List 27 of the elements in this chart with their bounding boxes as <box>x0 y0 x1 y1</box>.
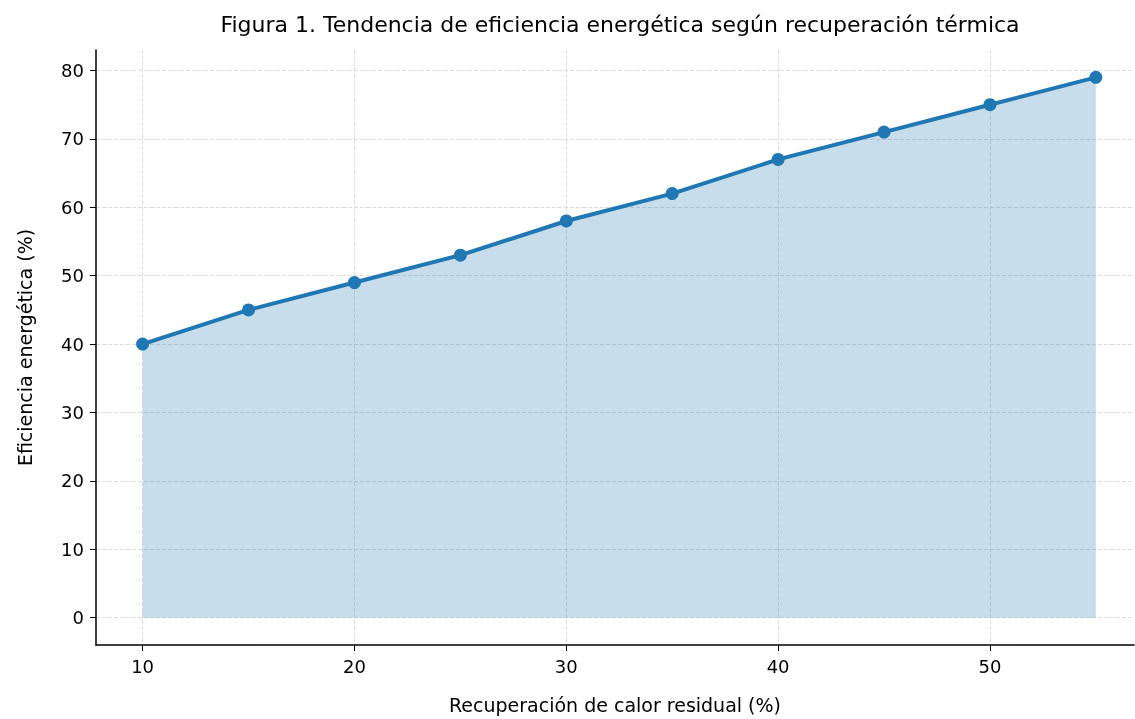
point <box>453 248 467 262</box>
y-tick-label: 70 <box>61 128 84 150</box>
point <box>665 187 679 201</box>
y-tick-label: 20 <box>61 470 84 492</box>
chart-title: Figura 1. Tendencia de eficiencia energética según recuperación térmica <box>220 11 1020 37</box>
point <box>136 337 150 351</box>
y-tick-label: 0 <box>72 607 84 629</box>
y-tick-label: 40 <box>61 333 84 355</box>
point <box>347 276 361 290</box>
point <box>1089 70 1103 84</box>
point <box>242 303 256 317</box>
y-axis-title: Eficiencia energética (%) <box>13 228 36 467</box>
point <box>559 214 573 228</box>
y-tick-label: 80 <box>61 60 84 82</box>
x-axis-title: Recuperación de calor residual (%) <box>449 693 781 716</box>
x-tick-label: 40 <box>766 655 790 677</box>
x-tick-label: 50 <box>978 655 1002 677</box>
point <box>983 98 997 112</box>
x-tick-label: 10 <box>131 655 155 677</box>
y-tick-label: 60 <box>61 196 84 218</box>
y-tick-label: 10 <box>61 538 84 560</box>
point <box>771 152 785 166</box>
x-tick-label: 30 <box>554 655 578 677</box>
x-tick-label: 20 <box>342 655 366 677</box>
point <box>877 125 891 139</box>
y-tick-label: 30 <box>61 401 84 423</box>
y-tick-label: 50 <box>61 265 84 287</box>
